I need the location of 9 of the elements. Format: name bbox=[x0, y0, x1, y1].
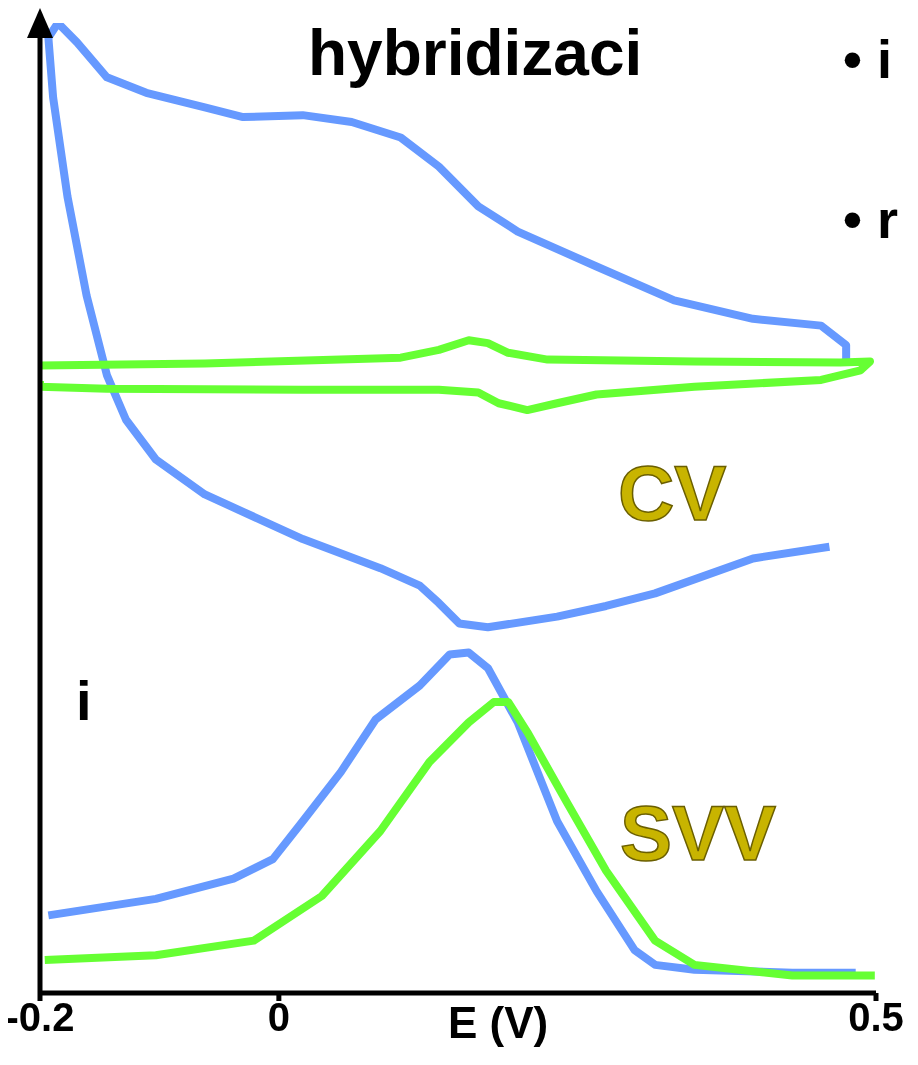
annotation: SVV bbox=[620, 788, 777, 879]
x-tick-label: 0.5 bbox=[848, 995, 904, 1040]
annotation: • i bbox=[843, 28, 892, 90]
annotation: • r bbox=[843, 188, 898, 250]
y-axis-title: i bbox=[76, 668, 92, 733]
chart-title: hybridizaci bbox=[308, 16, 643, 90]
annotation: CV bbox=[618, 448, 727, 539]
x-tick-label: 0 bbox=[267, 995, 290, 1040]
x-axis-title: E (V) bbox=[448, 998, 549, 1048]
